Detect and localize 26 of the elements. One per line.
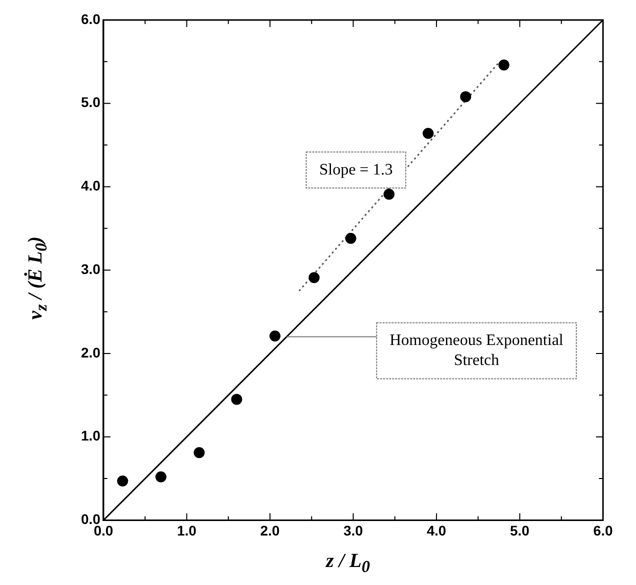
point [384,188,395,200]
x-tick-label: 5.0 [510,522,530,538]
x-tick-label: 3.0 [343,522,364,538]
y-tick-label: 6.0 [80,10,101,27]
x-tick-label: 2.0 [260,522,280,538]
point [231,394,242,405]
point [155,471,166,482]
point [460,91,472,102]
point [422,128,434,139]
y-tick-label: 3.0 [80,260,101,277]
point [308,272,320,284]
x-axis-title: z / L$_{0}$ [324,550,371,577]
y-tick-label: 4.0 [80,178,101,194]
x-tick-label: 1.0 [176,522,197,538]
y-tick-label: 2.0 [80,344,101,360]
x-tick-label: 6.0 [593,522,613,538]
annotation: Slope = 1.3 [319,161,393,178]
point [498,60,510,71]
y-tick-label: 1.0 [80,428,101,444]
annotation: Homogeneous Exponential Stretch [390,332,564,369]
x-tick-label: 4.0 [426,522,446,538]
point [117,476,128,487]
point [269,330,280,342]
point [345,232,356,244]
y-tick-label: 5.0 [80,94,101,110]
point [194,447,205,458]
